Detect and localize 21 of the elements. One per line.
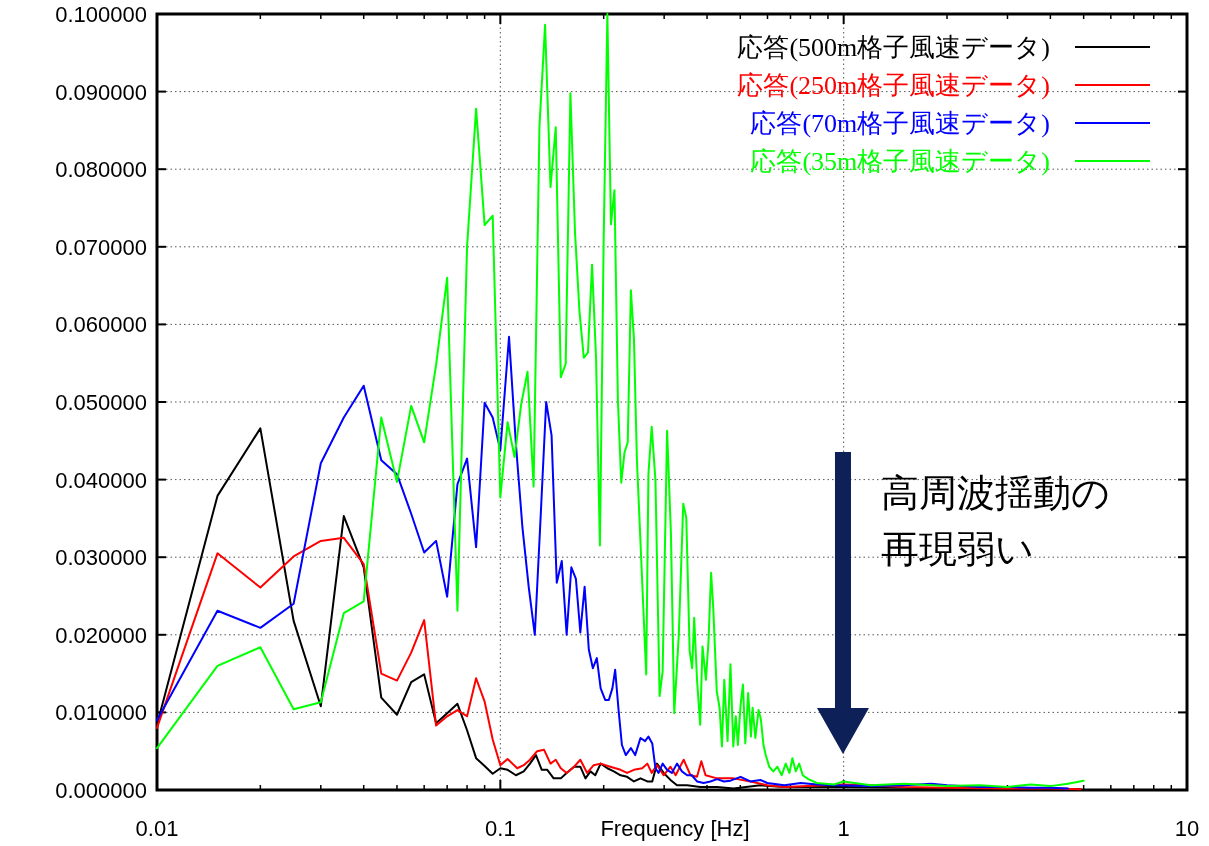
- y-tick-label: 0.100000: [55, 2, 147, 27]
- y-tick-label: 0.040000: [55, 467, 147, 493]
- x-tick-label: 10: [1174, 816, 1200, 841]
- y-tick-label: 0.080000: [55, 157, 147, 183]
- x-axis-title: Frequency [Hz]: [600, 816, 750, 841]
- annotation: 高周波揺動の再現弱い: [880, 472, 1110, 570]
- y-tick-label: 0.000000: [55, 778, 147, 803]
- y-tick-label: 0.060000: [55, 312, 147, 338]
- y-tick-label: 0.090000: [55, 79, 147, 105]
- legend-label: 応答(70m格子風速データ): [750, 109, 1050, 138]
- legend-label: 応答(250m格子風速データ): [737, 71, 1050, 100]
- x-tick-label: 0.01: [135, 816, 179, 841]
- legend-label: 応答(35m格子風速データ): [750, 147, 1050, 176]
- y-tick-label: 0.030000: [55, 545, 147, 571]
- y-tick-label: 0.050000: [55, 390, 147, 415]
- y-tick-label: 0.020000: [55, 622, 147, 648]
- x-tick-label: 1: [837, 816, 850, 841]
- y-tick-label: 0.070000: [55, 234, 147, 260]
- legend-label: 応答(500m格子風速データ): [737, 33, 1050, 62]
- x-tick-label: 0.1: [485, 816, 516, 841]
- y-tick-label: 0.010000: [55, 700, 147, 726]
